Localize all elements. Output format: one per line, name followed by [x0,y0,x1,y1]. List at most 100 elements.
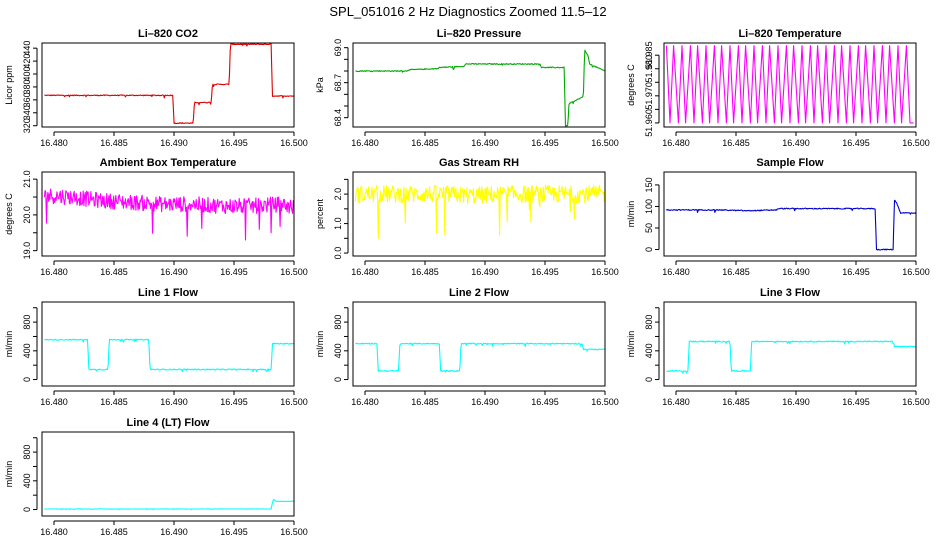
series-line [43,188,295,241]
x-tick-label: 16.490 [471,397,499,407]
y-tick-label: 20.0 [22,206,32,224]
x-tick-label: 16.495 [531,397,559,407]
x-tick-label: 16.480 [40,527,68,537]
y-tick-label: 440 [22,41,32,56]
x-tick-label: 16.500 [280,527,308,537]
panel-10: Line 4 (LT) Flow ml/min 16.480 16.485 16.490… [4,417,308,537]
y-tick-label: 51.980 [644,55,654,83]
x-tick-label: 16.495 [842,397,870,407]
panels: Li–820 CO2 Licor ppm 16.480 16.485 16.490 16.… [4,28,930,537]
x-tick-label: 16.480 [662,397,690,407]
x-tick-label: 16.500 [591,267,619,277]
panel-title: Li–820 CO2 [138,28,198,40]
y-tick-label: 0 [22,507,32,512]
x-tick-label: 16.485 [100,527,128,537]
y-axis-label: percent [315,198,325,229]
series-line [44,338,295,373]
y-tick-label: 69.0 [333,39,343,57]
x-tick-label: 16.490 [160,397,188,407]
y-tick-label: 19.0 [22,242,32,260]
y-axis-label: degrees C [626,64,636,106]
plot-frame [41,42,295,128]
panel-title: Sample Flow [756,157,824,169]
panel-title: Li–820 Temperature [738,28,841,40]
y-tick-label: 68.4 [333,109,343,127]
x-tick-label: 16.495 [531,138,559,148]
y-tick-label: 0.0 [333,247,343,260]
panel-2: Li–820 Pressure kPa 16.480 16.485 16.490 16.4… [315,28,619,148]
panel-title: Gas Stream RH [439,157,519,169]
panel-title: Line 2 Flow [449,287,509,299]
plot-frame [41,301,295,387]
y-tick-label: 0 [644,247,654,252]
x-tick-label: 16.480 [662,138,690,148]
x-tick-label: 16.485 [100,138,128,148]
x-tick-label: 16.490 [160,138,188,148]
x-tick-label: 16.500 [902,267,930,277]
x-tick-label: 16.480 [351,267,379,277]
y-axis-label: kPa [315,77,325,93]
x-tick-label: 16.490 [471,138,499,148]
y-tick-label: 68.7 [333,74,343,92]
y-tick-label: 400 [333,343,343,358]
x-tick-label: 16.500 [902,397,930,407]
x-tick-label: 16.485 [100,267,128,277]
y-tick-label: 800 [333,315,343,330]
plot-frame [663,301,917,387]
x-tick-label: 16.500 [280,267,308,277]
panel-6: Sample Flow ml/min 16.480 16.485 16.490 16.49… [626,157,930,277]
x-tick-label: 16.485 [100,397,128,407]
x-tick-label: 16.485 [722,138,750,148]
panel-9: Line 3 Flow ml/min 16.480 16.485 16.490 16.49… [626,287,930,407]
panel-5: Gas Stream RH percent 16.480 16.485 16.490 16… [315,157,619,277]
y-tick-label: 800 [22,445,32,460]
series-line [44,498,295,511]
x-tick-label: 16.500 [280,138,308,148]
y-tick-label: 51.970 [644,82,654,110]
panel-1: Li–820 CO2 Licor ppm 16.480 16.485 16.490 16.… [4,28,308,148]
x-tick-label: 16.490 [782,397,810,407]
x-tick-label: 16.495 [220,267,248,277]
panel-4: Ambient Box Temperature degrees C 16.480 16… [4,157,308,277]
y-axis-label: Licor ppm [4,65,14,105]
y-tick-label: 51.985 [644,41,654,69]
y-tick-label: 800 [22,315,32,330]
x-tick-label: 16.480 [40,138,68,148]
x-tick-label: 16.500 [902,138,930,148]
x-tick-label: 16.495 [220,527,248,537]
panel-title: Ambient Box Temperature [100,157,237,169]
panel-title: Line 4 (LT) Flow [127,417,210,429]
x-tick-label: 16.495 [531,267,559,277]
x-tick-label: 16.490 [160,267,188,277]
series-line [44,43,295,125]
y-tick-label: 2.0 [333,188,343,201]
y-tick-label: 800 [644,315,654,330]
x-tick-label: 16.500 [280,397,308,407]
panel-7: Line 1 Flow ml/min 16.480 16.485 16.490 16.49… [4,287,308,407]
x-tick-label: 16.495 [220,138,248,148]
x-tick-label: 16.485 [722,397,750,407]
y-axis-label: degrees C [4,193,14,235]
y-tick-label: 0 [333,377,343,382]
x-tick-label: 16.485 [722,267,750,277]
x-tick-label: 16.485 [411,267,439,277]
y-tick-label: 340 [22,105,32,120]
panel-title: Li–820 Pressure [437,28,521,40]
series-line [665,45,914,124]
series-line [666,340,917,374]
y-tick-label: 400 [644,343,654,358]
plot-frame [41,171,295,257]
series-line [355,342,606,373]
y-tick-label: 400 [22,473,32,488]
x-tick-label: 16.480 [662,267,690,277]
y-tick-label: 420 [22,54,32,69]
y-axis-label: ml/min [4,461,14,488]
y-axis-label: ml/min [4,331,14,358]
panel-3: Li–820 Temperature degrees C 16.480 16.485 1… [626,28,930,148]
series-line [354,184,606,239]
y-tick-label: 1.0 [333,217,343,230]
y-tick-label: 400 [22,343,32,358]
x-tick-label: 16.490 [160,527,188,537]
x-tick-label: 16.500 [591,138,619,148]
